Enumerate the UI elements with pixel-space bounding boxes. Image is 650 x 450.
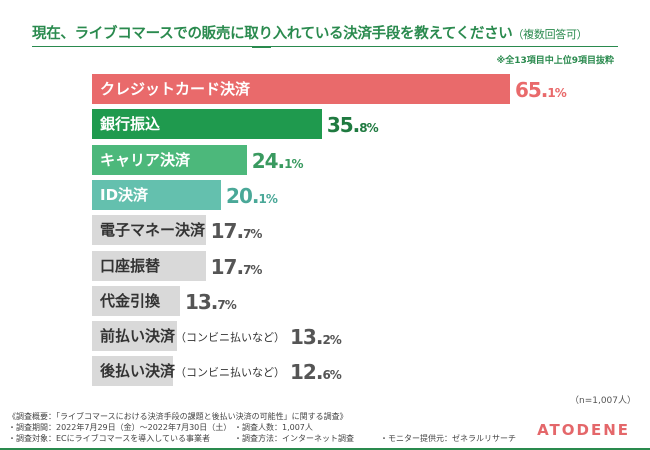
survey-method: ・調査方法：インターネット調査 xyxy=(234,434,354,443)
data-label: 24.1% xyxy=(251,148,304,173)
bar-label: 後払い決済（コンビニ払いなど） xyxy=(100,362,286,381)
bar xyxy=(92,250,206,281)
bar-label: 電子マネー決済 xyxy=(100,221,206,240)
bar xyxy=(92,179,222,210)
bar-label: 銀行振込 xyxy=(100,115,161,134)
survey-footer: 《調査概要：「ライブコマースにおける決済手段の課題と後払い決済の可能性」に関する… xyxy=(8,411,516,444)
bar-label: 前払い決済（コンビニ払いなど） xyxy=(100,327,286,346)
bar xyxy=(92,74,510,104)
atodene-logo: ATODENE xyxy=(537,421,630,439)
bar xyxy=(92,356,173,387)
data-label: 65.1% xyxy=(514,78,567,102)
bar-label: クレジットカード決済 xyxy=(100,80,251,98)
title-rule xyxy=(32,46,618,47)
bar-label: ID決済 xyxy=(100,185,149,204)
survey-monitor: ・モニター提供元：ゼネラルリサーチ xyxy=(380,434,516,443)
bar xyxy=(92,109,322,140)
data-label: 35.8% xyxy=(326,113,379,138)
data-label: 13.7% xyxy=(184,289,237,314)
bar-label: キャリア決済 xyxy=(100,150,191,169)
chart-title: 現在、ライブコマースでの販売に取り入れている決済手段を教えてください（複数回答可… xyxy=(32,26,588,42)
data-label: 12.6% xyxy=(290,360,342,385)
survey-overview: 《調査概要：「ライブコマースにおける決済手段の課題と後払い決済の可能性」に関する… xyxy=(8,412,348,421)
data-label: 17.7% xyxy=(210,254,263,279)
chart-note: ※全13項目中上位9項目抜粋 xyxy=(496,56,614,66)
bar-label: 代金引換 xyxy=(100,291,161,310)
bar xyxy=(92,215,206,246)
survey-target: ・調査対象：ECにライブコマースを導入している事業者 xyxy=(8,434,210,443)
title-rule-accent xyxy=(252,46,271,48)
sample-size: （n=1,007人） xyxy=(569,396,636,406)
survey-period: ・調査期間：2022年7月29日（金）～2022年7月30日（土） xyxy=(8,423,232,432)
data-label: 17.7% xyxy=(210,219,263,244)
data-label: 13.2% xyxy=(290,325,342,350)
bottom-rule xyxy=(0,448,650,450)
data-label: 20.1% xyxy=(226,183,278,208)
bar xyxy=(92,285,180,316)
survey-count: ・調査人数：1,007人 xyxy=(234,423,313,432)
bar-label: 口座振替 xyxy=(100,256,161,275)
bar xyxy=(92,321,177,352)
bar xyxy=(92,144,247,175)
